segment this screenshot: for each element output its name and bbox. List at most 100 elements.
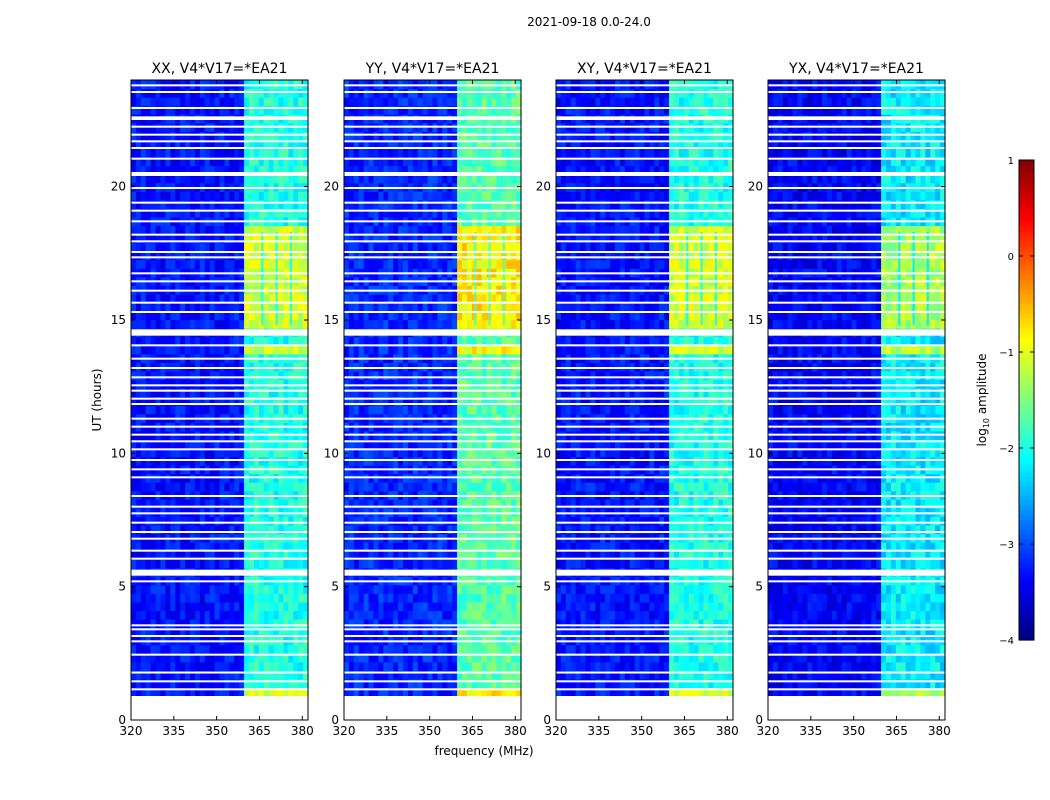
heatmap-cell — [234, 644, 240, 654]
heatmap-cell — [268, 311, 275, 321]
heatmap-cell — [393, 379, 399, 389]
heatmap-cell — [344, 319, 350, 329]
heatmap-cell — [219, 593, 226, 603]
heatmap-cell — [407, 148, 414, 158]
heatmap-cell — [462, 199, 468, 209]
heatmap-cell — [348, 687, 355, 697]
heatmap-cell — [239, 88, 245, 98]
heatmap-cell — [209, 644, 216, 654]
heatmap-cell — [496, 610, 502, 620]
heatmap-cell — [393, 687, 399, 697]
heatmap-cell — [368, 499, 375, 509]
heatmap-cell — [412, 584, 419, 594]
heatmap-cell — [249, 336, 255, 346]
heatmap-cell — [486, 208, 493, 218]
flagged-row — [131, 91, 308, 93]
heatmap-cell — [199, 619, 206, 629]
heatmap-cell — [175, 139, 181, 150]
heatmap-cell — [462, 191, 468, 201]
heatmap-cell — [412, 456, 419, 466]
heatmap-cell — [412, 251, 419, 261]
heatmap-cell — [403, 584, 409, 594]
heatmap-cell — [432, 447, 439, 458]
heatmap-cell — [258, 559, 265, 569]
heatmap-cell — [303, 396, 309, 406]
heatmap-cell — [160, 131, 167, 141]
heatmap-cell — [407, 619, 414, 629]
heatmap-cell — [412, 259, 419, 269]
heatmap-cell — [190, 584, 196, 594]
heatmap-cell — [388, 174, 394, 184]
heatmap-cell — [481, 499, 488, 509]
heatmap-cell — [199, 550, 206, 560]
heatmap-cell — [145, 499, 152, 509]
heatmap-cell — [496, 619, 502, 629]
heatmap-cell — [407, 499, 414, 509]
heatmap-cell — [516, 661, 522, 671]
heatmap-cell — [471, 653, 478, 663]
heatmap-cell — [481, 550, 488, 560]
heatmap-cell — [462, 687, 468, 697]
heatmap-cell — [209, 396, 216, 406]
heatmap-cell — [244, 362, 250, 372]
heatmap-cell — [344, 234, 350, 244]
heatmap-cell — [422, 345, 429, 355]
heatmap-cell — [511, 687, 517, 697]
heatmap-cell — [437, 619, 443, 629]
heatmap-cell — [224, 251, 230, 261]
heatmap-cell — [353, 370, 360, 381]
panel-title: YY, V4*V17=*EA21 — [365, 61, 500, 77]
heatmap-cell — [466, 242, 473, 252]
heatmap-cell — [293, 584, 299, 594]
heatmap-cell — [165, 259, 171, 269]
heatmap-cell — [417, 499, 424, 509]
heatmap-cell — [283, 396, 289, 406]
heatmap-cell — [209, 499, 216, 509]
heatmap-cell — [388, 644, 394, 654]
heatmap-cell — [363, 242, 370, 252]
heatmap-cell — [170, 550, 176, 560]
heatmap-cell — [393, 362, 399, 372]
heatmap-cell — [219, 293, 226, 304]
heatmap-cell — [368, 619, 375, 629]
heatmap-cell — [145, 396, 152, 406]
heatmap-cell — [506, 610, 512, 620]
heatmap-cell — [462, 379, 468, 389]
x-tick-label: 320 — [120, 724, 143, 738]
heatmap-cell — [204, 661, 211, 671]
heatmap-cell — [204, 251, 211, 261]
heatmap-cell — [135, 148, 142, 158]
heatmap-cell — [140, 439, 147, 449]
heatmap-cell — [263, 302, 270, 312]
heatmap-cell — [427, 601, 434, 612]
heatmap-cell — [283, 259, 289, 269]
heatmap-cell — [170, 251, 176, 261]
heatmap-cell — [373, 405, 380, 415]
heatmap-cell — [165, 311, 171, 321]
heatmap-cell — [214, 661, 221, 671]
heatmap-cell — [199, 627, 206, 637]
heatmap-cell — [388, 242, 394, 252]
heatmap-cell — [368, 524, 375, 535]
heatmap-cell — [383, 550, 389, 560]
heatmap-cell — [476, 439, 483, 449]
heatmap-cell — [190, 653, 196, 663]
heatmap-cell — [368, 627, 375, 637]
heatmap-cell — [239, 456, 245, 466]
heatmap-cell — [452, 208, 458, 218]
heatmap-cell — [452, 456, 458, 466]
heatmap-cell — [131, 157, 137, 167]
heatmap-cell — [298, 336, 304, 346]
heatmap-cell — [214, 516, 221, 526]
heatmap-cell — [412, 661, 419, 671]
heatmap-cell — [353, 174, 360, 184]
heatmap-cell — [165, 234, 171, 244]
heatmap-cell — [224, 439, 230, 449]
heatmap-cell — [175, 516, 181, 526]
heatmap-cell — [393, 199, 399, 209]
heatmap-cell — [506, 370, 512, 381]
heatmap-cell — [353, 593, 360, 603]
heatmap-cell — [452, 148, 458, 158]
heatmap-cell — [170, 456, 176, 466]
heatmap-cell — [368, 251, 375, 261]
